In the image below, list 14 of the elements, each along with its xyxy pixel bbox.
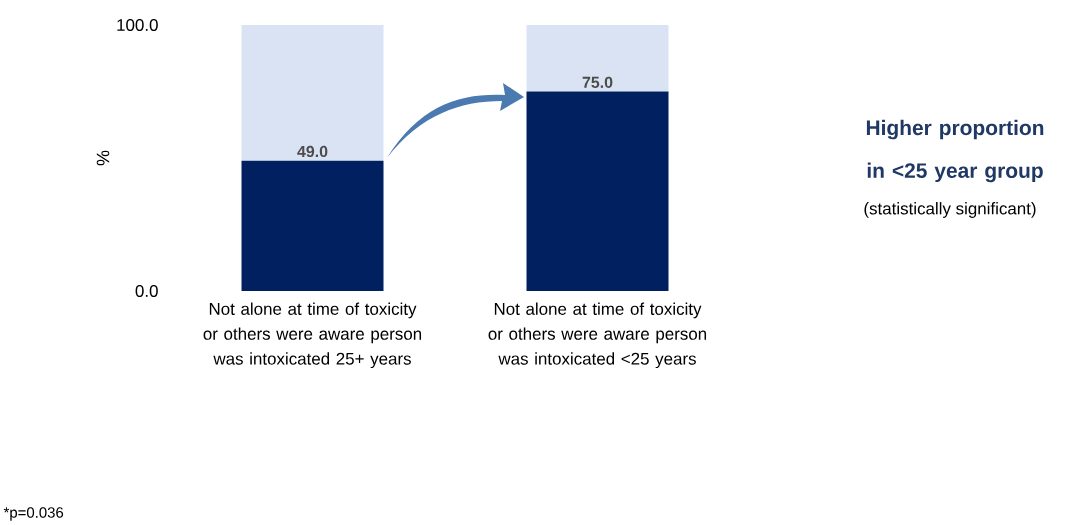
bar: [526, 91, 669, 291]
text: *p=0.036: [3, 507, 64, 521]
x-tick-label: Not alone at time of toxicity or others were aware person was intoxicated 25+ years: [203, 302, 422, 369]
data-label: 75.0: [582, 76, 613, 88]
text: Higher proportion in <25 year group: [866, 119, 1044, 183]
y-tick-label: 0.0: [135, 284, 158, 297]
text: (statistically significant): [864, 202, 1036, 218]
data-label: 49.0: [297, 145, 328, 158]
bar: [241, 160, 384, 291]
bar: [241, 24, 384, 161]
x-tick-label: Not alone at time of toxicity or others were aware person was intoxicated <25 years: [488, 302, 707, 369]
bar: [526, 24, 669, 92]
y-axis-title: %: [96, 150, 110, 166]
y-tick-label: 100.0: [117, 18, 158, 31]
